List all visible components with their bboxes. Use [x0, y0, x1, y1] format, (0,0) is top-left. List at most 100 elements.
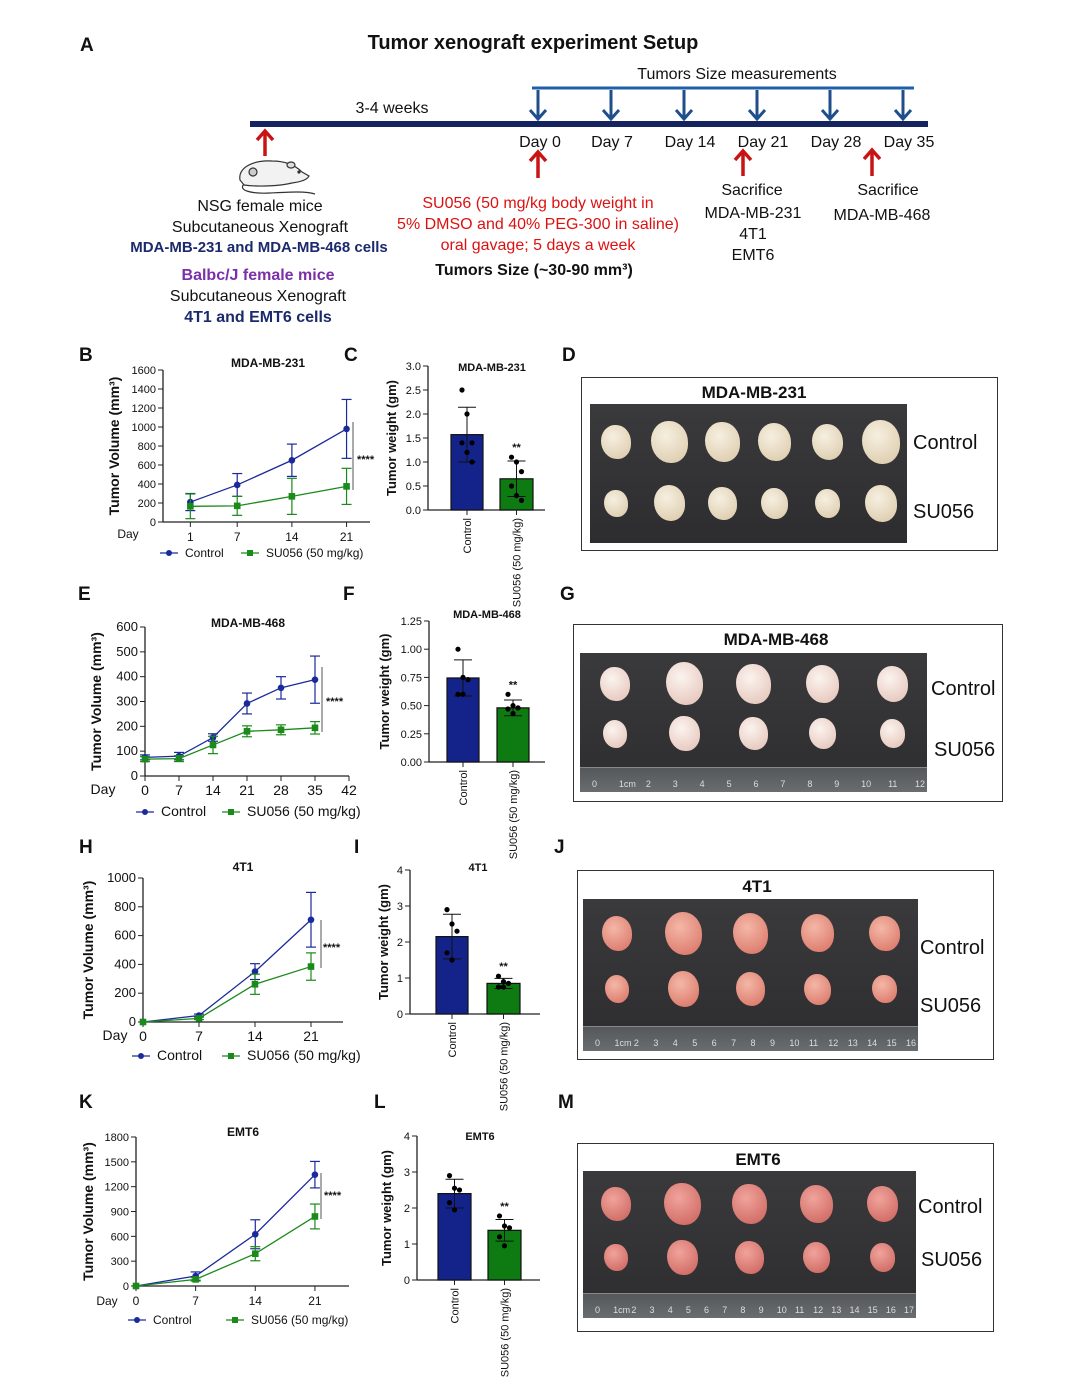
y-axis-label: Tumor Volume (mm³)	[106, 377, 122, 516]
y-tick-label: 300	[116, 694, 138, 709]
tumor-specimen	[872, 974, 897, 1004]
tumor-specimen	[802, 1241, 830, 1273]
y-tick-label: 4	[404, 1131, 410, 1143]
tumor-specimen	[758, 423, 792, 462]
panel-letter-l: L	[374, 1092, 386, 1113]
nsg-cells-label: MDA-MB-231 and MDA-MB-468 cells	[130, 239, 388, 256]
data-point	[518, 497, 525, 503]
ruler: 0 1cm 2 3 4 5 6 7 8 9 10 11 12 13 14 15 16	[583, 1026, 918, 1051]
data-point	[449, 921, 455, 927]
significance-label: ****	[357, 454, 375, 466]
legend-marker	[247, 550, 253, 556]
ruler: 0 1cm 2 3 4 5 6 7 8 9 10 11 12 13 14 15 16 17	[583, 1293, 916, 1318]
tumor-specimen	[601, 916, 632, 951]
tumor-specimen	[604, 489, 629, 518]
down-arrow-icon	[674, 90, 694, 122]
series-line-1	[135, 1215, 316, 1287]
y-tick-label: 100	[116, 743, 138, 758]
measurements-label: Tumors Size measurements	[637, 66, 837, 83]
balbc-cells-label: 4T1 and EMT6 cells	[184, 309, 332, 326]
y-tick-label: 600	[138, 460, 156, 472]
data-point	[495, 973, 502, 979]
y-axis-label: Tumor Volume (mm³)	[80, 1142, 96, 1281]
photo-panel-4t1: 4T1 0 1cm 2 3 4 5 6 7 8 9 10 11 12 13 14 15 16 Control S…	[577, 870, 994, 1060]
tumor-specimen	[736, 663, 771, 704]
y-tick-label: 0	[404, 1275, 410, 1287]
photo-title: MDA-MB-231	[701, 383, 807, 402]
data-point	[464, 411, 470, 417]
x-tick-label: SU056 (50 mg/kg)	[500, 1288, 512, 1377]
chart-c: 0.0 0.5 1.0 1.5 2.0 2.5 3.0 MDA-MB-231 Tumor wei…	[384, 361, 545, 607]
tumor-specimen	[864, 484, 897, 522]
y-axis-label: Tumor Volume (mm³)	[80, 881, 96, 1020]
ruler-label: 15	[867, 1305, 878, 1315]
legend-marker	[134, 1317, 140, 1323]
tumor-specimen	[809, 718, 837, 750]
legend-label: SU056 (50 mg/kg)	[266, 546, 363, 560]
ruler-label: 5	[726, 779, 732, 789]
y-tick-label: 600	[111, 1231, 129, 1243]
photo-title: EMT6	[735, 1150, 781, 1169]
row-label-control: Control	[931, 678, 996, 700]
row-label-su056: SU056	[934, 739, 996, 761]
sacrifice-line: MDA-MB-468	[833, 207, 931, 224]
chart-k: 0 300 600 900 1200 1500 1800 0 7 14 21 EMT6 DayTumor…	[80, 1125, 349, 1327]
ruler-label: 12	[813, 1305, 824, 1315]
y-tick-label: 1400	[132, 384, 156, 396]
ruler-label: 9	[834, 779, 840, 789]
y-tick-label: 400	[116, 669, 138, 684]
photo-panel-mda-mb-231: MDA-MB-231 Control SU056	[581, 377, 998, 551]
ruler-label: 15	[886, 1038, 897, 1048]
significance-label: **	[509, 679, 518, 691]
x-tick-label: 14	[285, 530, 299, 544]
x-tick-label: 42	[341, 782, 357, 798]
data-point	[460, 691, 466, 697]
data-point	[307, 963, 315, 970]
significance-label: **	[500, 1201, 509, 1213]
chart-title: EMT6	[227, 1125, 259, 1139]
y-tick-label: 1000	[132, 422, 156, 434]
ruler-label: 6	[711, 1038, 717, 1048]
legend-marker	[232, 1317, 238, 1323]
row-label-control: Control	[920, 937, 985, 959]
tumor-specimen	[879, 719, 905, 749]
chart-title: 4T1	[469, 862, 488, 874]
y-tick-label: 0.50	[401, 701, 422, 713]
tumor-specimen	[604, 975, 629, 1003]
ruler-label: 4	[667, 1305, 673, 1315]
data-point	[277, 684, 285, 692]
balbc-xenograft-label: Subcutaneous Xenograft	[169, 288, 347, 305]
data-point	[343, 483, 350, 490]
ruler-label: 8	[740, 1305, 746, 1315]
data-point	[464, 449, 470, 455]
x-tick-label: 14	[205, 782, 221, 798]
y-tick-label: 1800	[105, 1132, 129, 1144]
tumor-specimen	[599, 666, 630, 702]
ruler-label: 5	[692, 1038, 698, 1048]
panel-letter-c: C	[344, 345, 358, 366]
photo-panel-mda-mb-468: MDA-MB-468 0 1cm 2 3 4 5 6 7 8 9 10 11 12 Control SU…	[573, 624, 1003, 802]
data-point	[460, 674, 466, 681]
y-tick-label: 4	[397, 865, 403, 877]
data-point	[501, 1243, 508, 1249]
tumor-specimen	[653, 485, 685, 522]
ruler-label: 11	[888, 779, 898, 789]
data-point	[251, 968, 259, 975]
ruler-label: 6	[753, 779, 759, 789]
y-tick-label: 1000	[107, 870, 136, 885]
data-point	[508, 483, 515, 489]
ruler-label: 2	[631, 1305, 637, 1315]
data-point	[187, 503, 194, 510]
ruler-label: 16	[885, 1305, 896, 1315]
y-axis-label: Tumor weight (gm)	[379, 1150, 394, 1266]
data-point	[469, 459, 475, 465]
ruler-label: 3	[649, 1305, 655, 1315]
day-label: Day 0	[519, 134, 561, 151]
data-point	[495, 984, 502, 990]
panel-letter-f: F	[343, 584, 355, 605]
tumor-photo: 0 1cm 2 3 4 5 6 7 8 9 10 11 12 13 14 15 16	[583, 899, 918, 1051]
tumor-specimen	[812, 424, 844, 460]
tumor-specimen	[602, 719, 627, 748]
data-point	[311, 1171, 319, 1178]
ruler-label: 11	[808, 1038, 819, 1048]
